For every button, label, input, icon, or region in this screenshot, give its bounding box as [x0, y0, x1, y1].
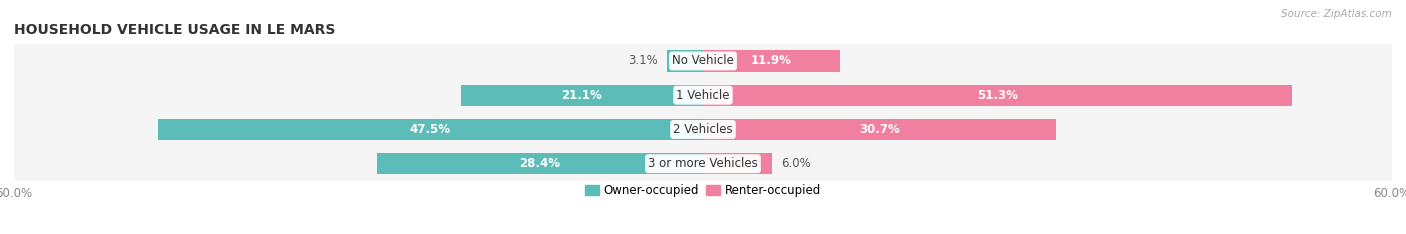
Text: No Vehicle: No Vehicle	[672, 55, 734, 67]
Text: 51.3%: 51.3%	[977, 89, 1018, 102]
Bar	[703, 119, 1056, 140]
Text: 1 Vehicle: 1 Vehicle	[676, 89, 730, 102]
Bar	[668, 50, 703, 72]
Bar	[14, 112, 1392, 146]
Text: 28.4%: 28.4%	[519, 157, 561, 170]
Bar	[14, 146, 1392, 181]
Bar	[461, 84, 703, 106]
Text: 3 or more Vehicles: 3 or more Vehicles	[648, 157, 758, 170]
Text: 2 Vehicles: 2 Vehicles	[673, 123, 733, 136]
Bar	[377, 153, 703, 174]
Bar	[703, 153, 772, 174]
Text: 6.0%: 6.0%	[782, 157, 811, 170]
Bar	[703, 50, 839, 72]
Bar	[157, 119, 703, 140]
Text: 47.5%: 47.5%	[409, 123, 451, 136]
Text: 3.1%: 3.1%	[628, 55, 658, 67]
Bar	[14, 44, 1392, 78]
Text: HOUSEHOLD VEHICLE USAGE IN LE MARS: HOUSEHOLD VEHICLE USAGE IN LE MARS	[14, 23, 336, 37]
Text: Source: ZipAtlas.com: Source: ZipAtlas.com	[1281, 9, 1392, 19]
Legend: Owner-occupied, Renter-occupied: Owner-occupied, Renter-occupied	[579, 179, 827, 202]
Text: 30.7%: 30.7%	[859, 123, 900, 136]
Text: 21.1%: 21.1%	[561, 89, 602, 102]
Bar	[14, 78, 1392, 112]
Text: 11.9%: 11.9%	[751, 55, 792, 67]
Bar	[703, 84, 1292, 106]
